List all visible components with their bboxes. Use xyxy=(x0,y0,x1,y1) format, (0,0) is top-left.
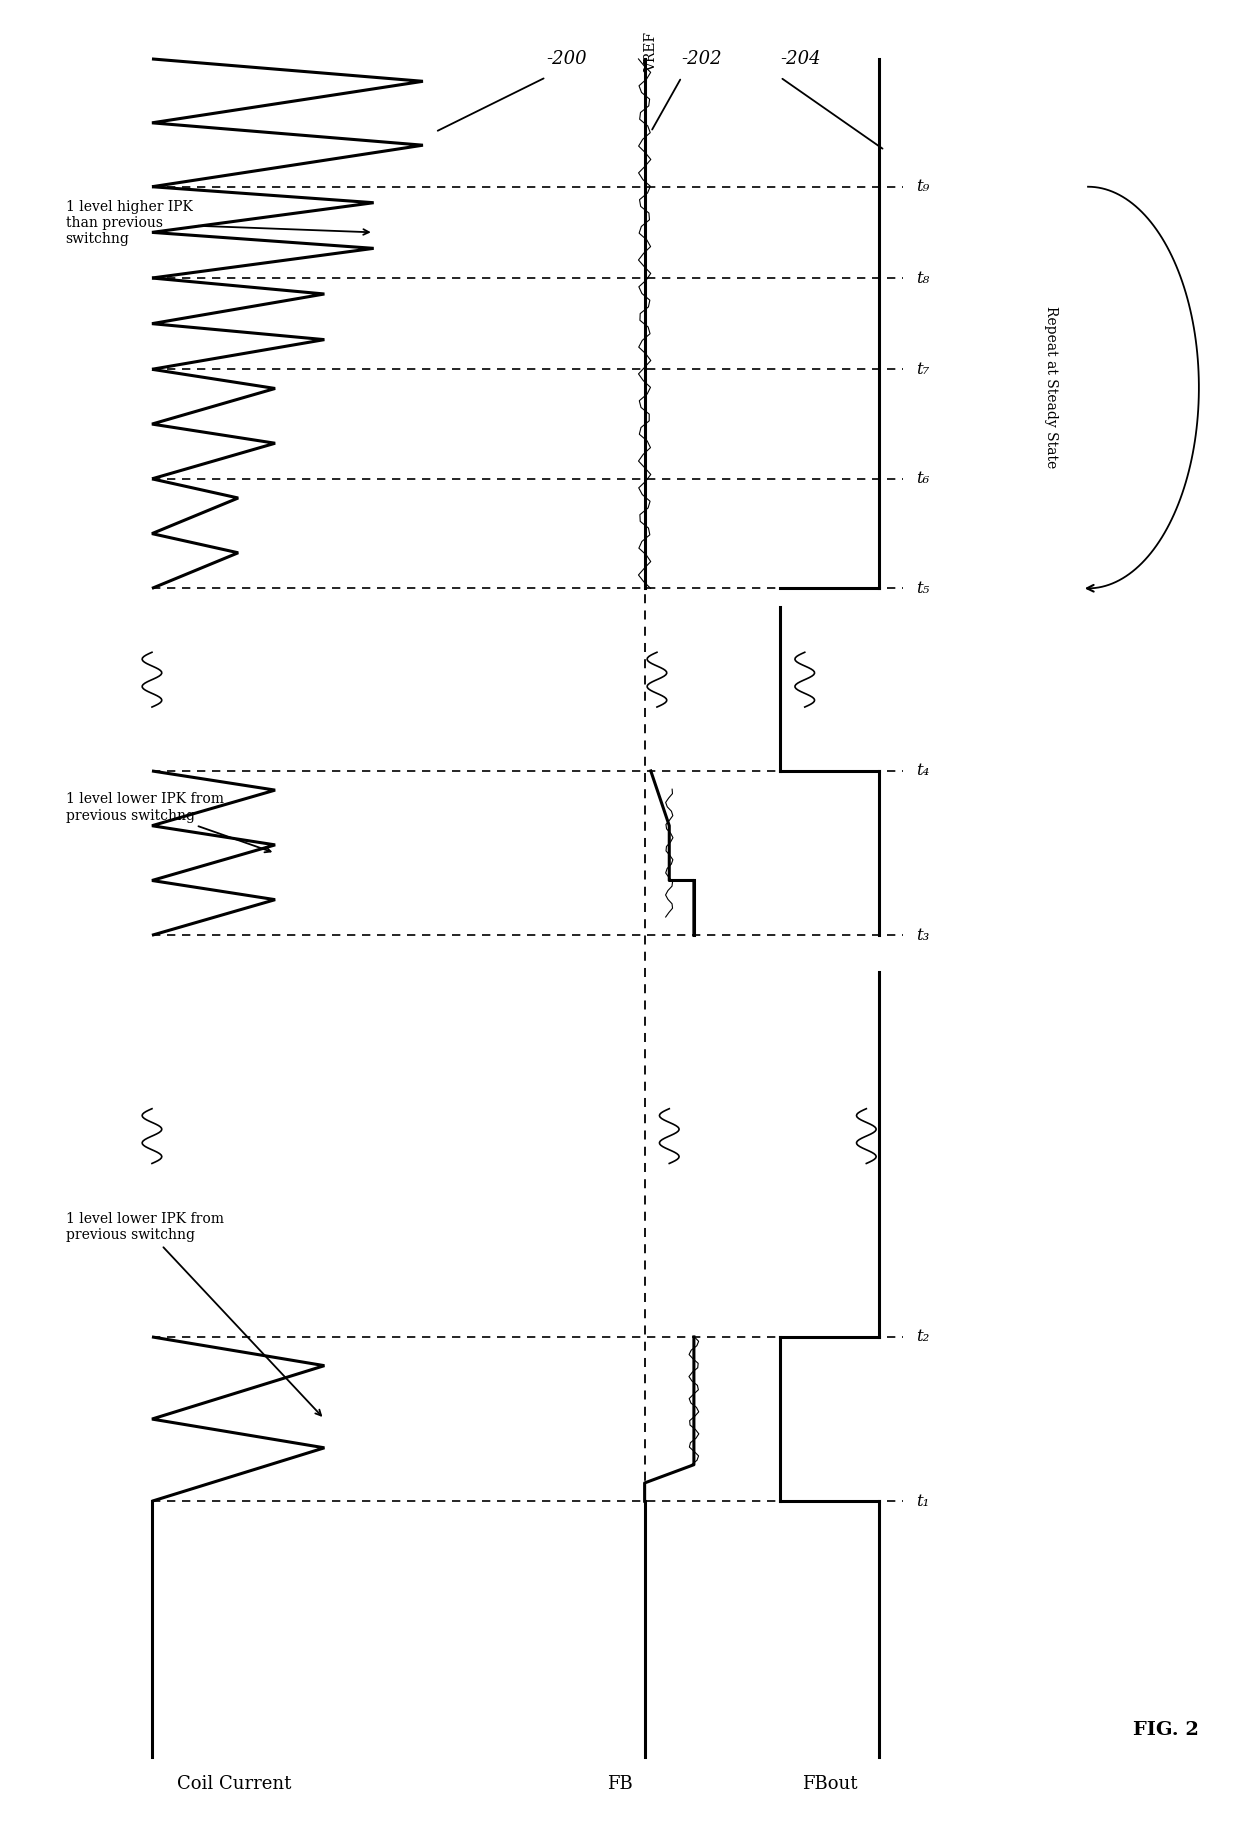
Text: 1 level higher IPK
than previous
switchng: 1 level higher IPK than previous switchn… xyxy=(66,200,368,246)
Text: FBout: FBout xyxy=(801,1775,857,1794)
Text: FB: FB xyxy=(608,1775,632,1794)
Text: t₈: t₈ xyxy=(915,270,929,286)
Text: -200: -200 xyxy=(546,50,587,68)
Text: 1 level lower IPK from
previous switchng: 1 level lower IPK from previous switchng xyxy=(66,1212,321,1416)
Text: -204: -204 xyxy=(780,50,821,68)
Text: t₅: t₅ xyxy=(915,580,929,596)
Text: t₃: t₃ xyxy=(915,926,929,945)
Text: Coil Current: Coil Current xyxy=(176,1775,291,1794)
Text: -202: -202 xyxy=(682,50,722,68)
Text: t₉: t₉ xyxy=(915,178,929,194)
Text: t₂: t₂ xyxy=(915,1328,929,1346)
Text: t₁: t₁ xyxy=(915,1493,929,1509)
Text: t₄: t₄ xyxy=(915,763,929,779)
Text: t₆: t₆ xyxy=(915,470,929,488)
Text: t₇: t₇ xyxy=(915,361,929,378)
Text: VREF: VREF xyxy=(644,31,657,72)
Text: 1 level lower IPK from
previous switchng: 1 level lower IPK from previous switchng xyxy=(66,792,270,853)
Text: FIG. 2: FIG. 2 xyxy=(1133,1720,1199,1739)
Text: Repeat at Steady State: Repeat at Steady State xyxy=(1044,306,1058,470)
